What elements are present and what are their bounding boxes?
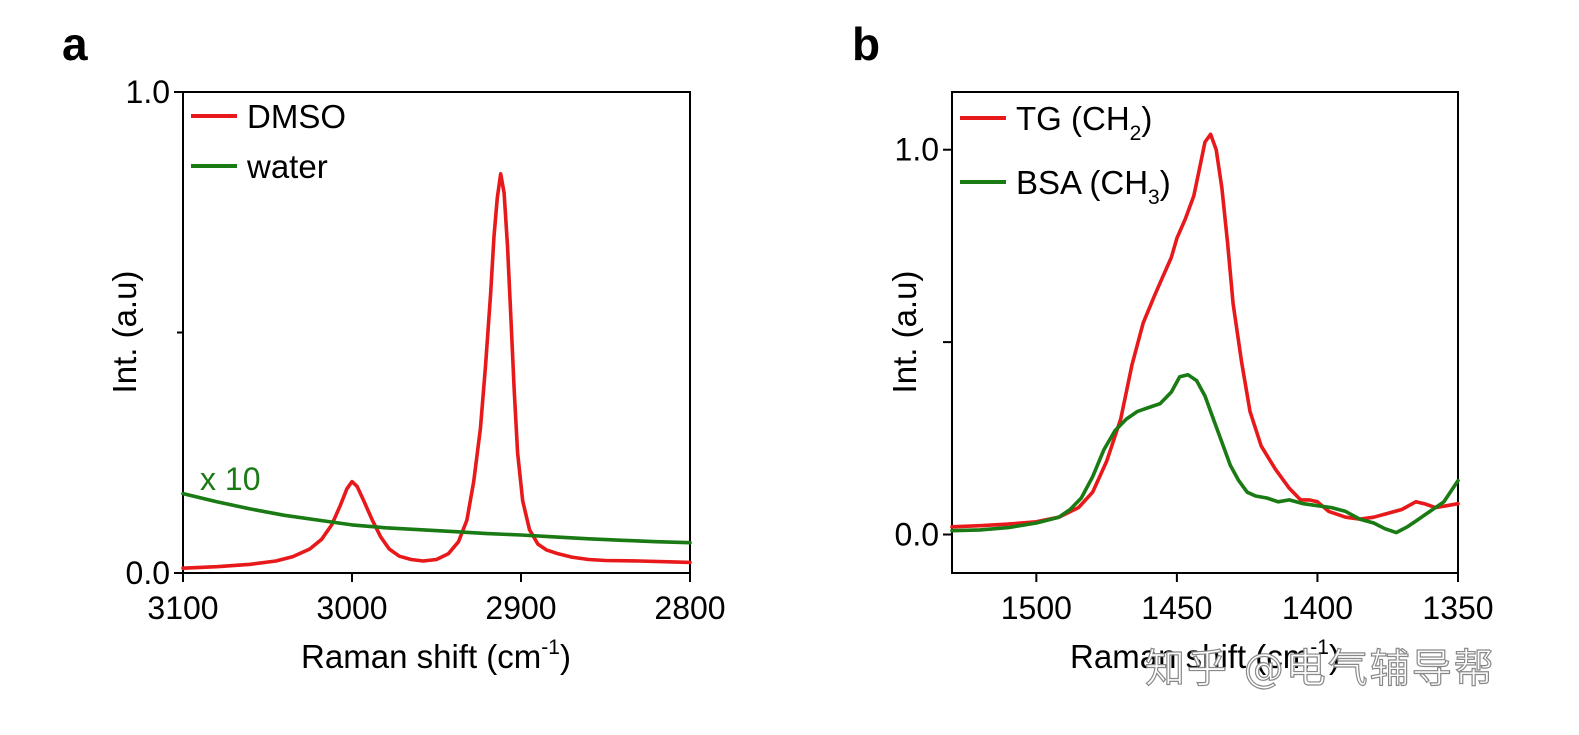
legend-dmso-label: DMSO xyxy=(247,98,346,135)
panel-a-letter: a xyxy=(62,18,88,70)
panel-a-y-axis-title: Int. (a.u) xyxy=(106,271,143,394)
y-tick-label: 1.0 xyxy=(895,132,939,168)
x-tick-label: 2800 xyxy=(654,590,725,626)
panel-a-series xyxy=(181,172,692,571)
legend-water-label: water xyxy=(246,148,328,185)
panel-a-ticks: 3100 3000 2900 2800 0.0 1.0 xyxy=(126,74,726,626)
series-line-bsa xyxy=(950,372,1460,535)
panel-a-x-axis-title: Raman shift (cm-1) xyxy=(301,636,571,675)
panel-b-letter: b xyxy=(852,18,880,70)
legend-bsa-label: BSA (CH3) xyxy=(1016,164,1171,209)
watermark-text: 知乎 @电气辅导帮 xyxy=(1145,646,1496,692)
series-line-dmso xyxy=(181,172,692,571)
panel-a-x10-annotation: x 10 xyxy=(200,461,260,497)
panel-b: b 1500 1450 1400 1350 0.0 1.0 Int. (a.u) Rama… xyxy=(852,18,1494,675)
series-line-tg xyxy=(950,132,1460,529)
x-tick-label: 2900 xyxy=(485,590,556,626)
y-tick-label: 0.0 xyxy=(126,555,170,591)
panel-b-series xyxy=(950,132,1460,535)
panel-a: a 3100 3000 2900 2800 0.0 1.0 Int. (a.u) Rama… xyxy=(62,18,726,675)
x-tick-label: 1350 xyxy=(1422,590,1493,626)
series-line-water xyxy=(181,491,692,545)
x-tick-label: 3100 xyxy=(147,590,218,626)
y-tick-label: 0.0 xyxy=(895,517,939,553)
legend-tg-label: TG (CH2) xyxy=(1016,100,1152,145)
y-tick-label: 1.0 xyxy=(126,74,170,110)
panel-a-legend: DMSO water xyxy=(191,98,346,185)
panel-b-y-axis-title: Int. (a.u) xyxy=(886,271,923,394)
panel-b-plot-frame xyxy=(951,91,1459,574)
panel-b-legend: TG (CH2) BSA (CH3) xyxy=(960,100,1171,209)
x-tick-label: 3000 xyxy=(316,590,387,626)
x-tick-label: 1450 xyxy=(1141,590,1212,626)
x-tick-label: 1400 xyxy=(1282,590,1353,626)
panel-b-ticks: 1500 1450 1400 1350 0.0 1.0 xyxy=(895,132,1494,626)
x-tick-label: 1500 xyxy=(1001,590,1072,626)
panel-b-x-axis-title: Raman shift (cm-1) xyxy=(1070,636,1340,675)
